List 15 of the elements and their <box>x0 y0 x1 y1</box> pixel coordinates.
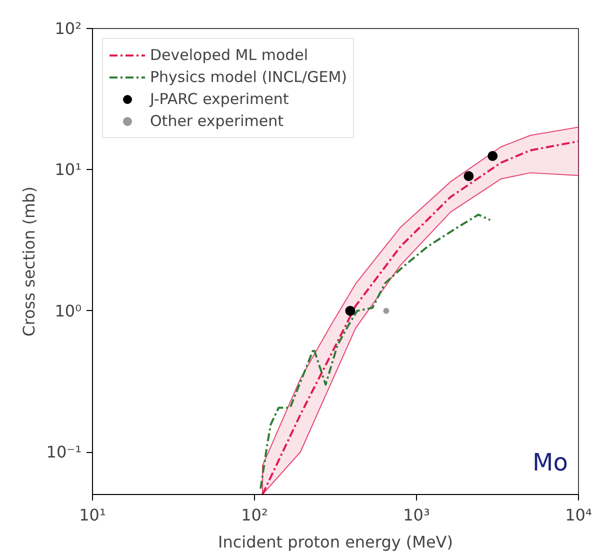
x-tick-label: 10⁴ <box>565 506 592 524</box>
x-tick-label: 10³ <box>403 506 430 524</box>
y-tick-label: 10² <box>54 19 82 38</box>
y-tick-label: 10⁻¹ <box>46 442 82 462</box>
y-tick-label: 10¹ <box>54 160 82 180</box>
annotation: Mo <box>532 448 568 476</box>
y-axis-title: Cross section (mb) <box>19 186 38 336</box>
x-axis-title: Incident proton energy (MeV) <box>218 532 453 552</box>
legend-label: Developed ML model <box>150 46 308 64</box>
x-tick-label: 10¹ <box>79 506 106 524</box>
y-tick-label: 10⁰ <box>54 301 82 320</box>
legend-label: J-PARC experiment <box>150 90 289 108</box>
x-tick-label: 10² <box>241 506 268 524</box>
legend-label: Physics model (INCL/GEM) <box>150 68 347 86</box>
legend-label: Other experiment <box>150 112 284 130</box>
